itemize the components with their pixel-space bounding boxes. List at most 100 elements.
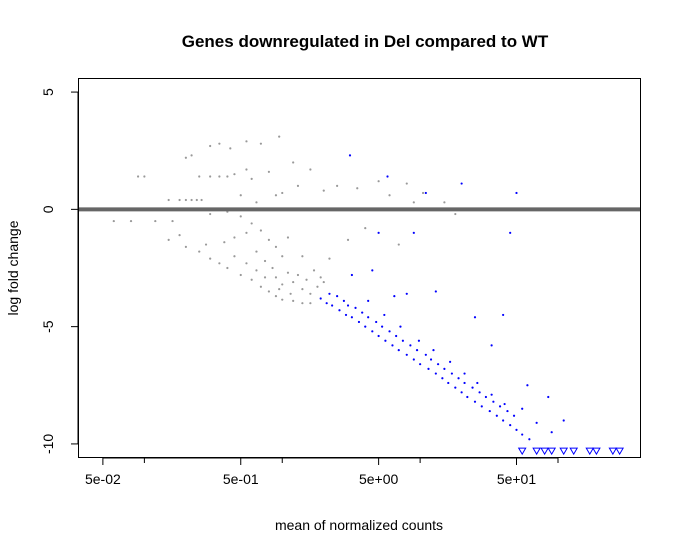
- x-axis: 5e-02 5e-01 5e+00 5e+01: [85, 457, 559, 487]
- gene-point: [190, 198, 193, 202]
- significant-gene-point: [424, 191, 427, 195]
- significant-gene-point: [338, 309, 341, 312]
- gene-point: [209, 144, 212, 148]
- significant-gene-point: [436, 363, 440, 366]
- gene-point: [171, 219, 174, 223]
- gene-point: [278, 288, 281, 291]
- gene-point: [250, 177, 253, 180]
- significant-gene-point: [503, 402, 506, 406]
- out-of-range-point: [615, 447, 625, 456]
- significant-gene-point: [492, 400, 495, 403]
- gene-point: [421, 191, 425, 195]
- gene-point: [388, 194, 391, 197]
- significant-gene-point: [412, 358, 415, 361]
- significant-gene-point: [393, 295, 396, 298]
- gene-point: [263, 259, 267, 263]
- significant-gene-point: [417, 339, 421, 342]
- significant-gene-point: [478, 391, 481, 394]
- gene-point: [223, 241, 226, 244]
- gene-point: [319, 276, 322, 279]
- gene-point: [184, 245, 187, 248]
- gene-point: [204, 243, 208, 246]
- significant-gene-point: [515, 428, 518, 431]
- gene-point: [309, 292, 312, 295]
- significant-gene-point: [502, 313, 505, 317]
- significant-gene-point: [515, 191, 518, 195]
- gene-point: [301, 255, 304, 258]
- gene-point: [443, 201, 446, 204]
- significant-gene-point: [512, 414, 516, 417]
- gene-point: [336, 184, 339, 188]
- gene-point: [233, 255, 236, 258]
- gene-point: [274, 194, 278, 197]
- out-of-range-point: [517, 447, 527, 456]
- gene-point: [218, 175, 221, 178]
- gene-point: [226, 175, 229, 178]
- x-axis-label: mean of normalized counts: [275, 517, 443, 533]
- gene-point: [255, 201, 258, 204]
- gene-point: [328, 257, 331, 260]
- significant-gene-point: [384, 339, 387, 342]
- significant-gene-point: [319, 297, 322, 300]
- gene-point: [281, 283, 284, 286]
- y-axis: 5 0 -5 -10: [40, 88, 79, 454]
- gene-point: [209, 175, 212, 178]
- significant-gene-point: [466, 395, 469, 399]
- significant-gene-point: [521, 407, 524, 410]
- significant-gene-point: [502, 419, 505, 422]
- gene-point: [200, 198, 203, 202]
- significant-gene-point: [434, 290, 437, 293]
- gene-point: [292, 299, 295, 302]
- significant-gene-point: [409, 344, 412, 347]
- gene-point: [184, 198, 187, 202]
- data-points: [112, 135, 625, 456]
- gene-point: [274, 245, 278, 248]
- significant-gene-point: [399, 325, 402, 328]
- significant-gene-point: [526, 384, 529, 387]
- significant-gene-point: [562, 419, 565, 422]
- significant-gene-point: [473, 316, 477, 319]
- significant-gene-point: [550, 431, 553, 434]
- gene-point: [218, 262, 221, 265]
- gene-point: [198, 250, 201, 253]
- gene-point: [239, 215, 242, 218]
- significant-gene-point: [447, 381, 450, 385]
- significant-gene-point: [405, 353, 408, 356]
- significant-gene-point: [521, 433, 524, 436]
- gene-point: [195, 198, 198, 202]
- x-tick-label: 5e-01: [223, 471, 259, 487]
- gene-point: [454, 212, 457, 216]
- gene-point: [274, 276, 278, 279]
- significant-gene-point: [377, 231, 380, 234]
- significant-gene-point: [471, 386, 474, 389]
- significant-gene-point: [509, 424, 512, 427]
- significant-gene-point: [342, 299, 346, 302]
- significant-gene-point: [454, 386, 457, 389]
- gene-point: [281, 298, 284, 301]
- significant-gene-point: [328, 292, 331, 295]
- gene-point: [397, 243, 400, 246]
- significant-gene-point: [357, 320, 361, 324]
- significant-gene-point: [367, 299, 370, 302]
- significant-gene-point: [473, 400, 477, 403]
- gene-point: [301, 288, 304, 291]
- significant-gene-point: [488, 409, 491, 413]
- significant-gene-point: [429, 358, 433, 361]
- significant-gene-point: [449, 360, 452, 363]
- y-axis-label: log fold change: [5, 220, 21, 315]
- gene-point: [281, 255, 284, 258]
- significant-gene-point: [391, 344, 394, 347]
- gene-point: [286, 236, 290, 239]
- gene-point: [245, 262, 248, 265]
- significant-gene-point: [457, 377, 460, 380]
- gene-point: [267, 290, 270, 293]
- out-of-range-point: [592, 447, 601, 456]
- significant-gene-point: [412, 231, 415, 234]
- significant-gene-point: [397, 348, 400, 352]
- x-tick-label: 5e-02: [85, 471, 121, 487]
- significant-gene-point: [463, 372, 466, 375]
- significant-gene-point: [443, 367, 446, 370]
- significant-gene-point: [361, 311, 364, 314]
- y-tick-label: -10: [40, 434, 56, 454]
- gene-point: [312, 269, 316, 272]
